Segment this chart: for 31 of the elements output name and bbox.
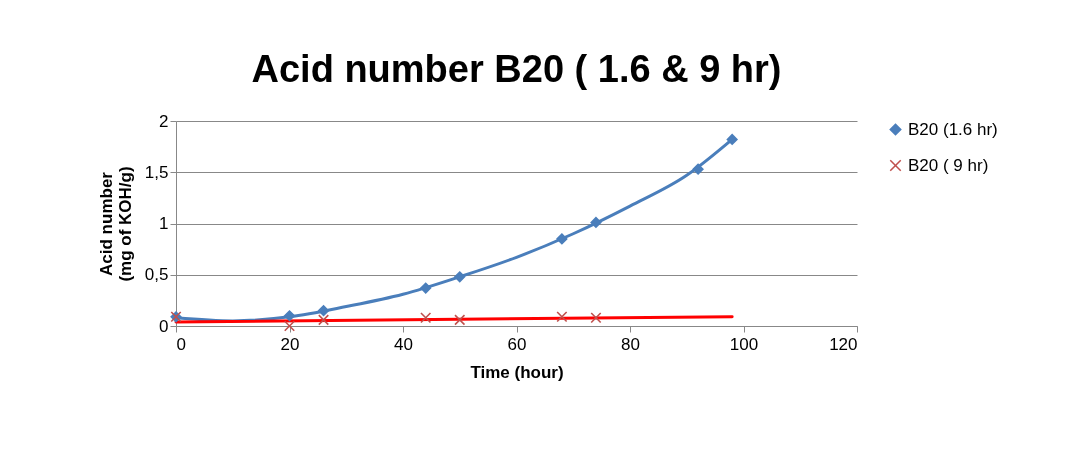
legend-label: B20 (1.6 hr) — [908, 119, 998, 139]
x-axis-title: Time (hour) — [470, 362, 564, 382]
point — [318, 314, 330, 326]
x-tick-label: 100 — [729, 334, 759, 354]
x-tick-label: 120 — [829, 334, 858, 354]
y-axis-title: Acid number (mg of KOH/g) — [96, 166, 135, 282]
point — [556, 311, 568, 323]
point — [454, 271, 466, 283]
point — [556, 233, 568, 245]
point — [283, 320, 296, 332]
y-tick-label: 0,5 — [144, 265, 169, 285]
y-tick-label: 0 — [159, 316, 169, 336]
x-tick-label: 60 — [507, 334, 527, 354]
point — [590, 312, 602, 324]
y-tick-label: 1 — [159, 214, 169, 233]
point — [420, 312, 432, 324]
point — [590, 216, 602, 229]
point — [692, 163, 704, 175]
point — [318, 305, 330, 317]
point — [283, 310, 296, 322]
x-tick-label: 80 — [621, 334, 640, 354]
chart-title: Acid number B20 ( 1.6 & 9 hr) — [251, 48, 782, 90]
point — [454, 314, 466, 326]
x-tick-label: 20 — [280, 334, 300, 354]
legend-label: B20 ( 9 hr) — [908, 155, 989, 175]
point — [726, 133, 738, 145]
y-tick-label: 2 — [159, 111, 169, 131]
y-tick-label: 1,5 — [144, 162, 169, 182]
point — [420, 282, 432, 294]
x-tick-label: 0 — [176, 334, 186, 354]
x-tick-label: 40 — [394, 334, 413, 354]
